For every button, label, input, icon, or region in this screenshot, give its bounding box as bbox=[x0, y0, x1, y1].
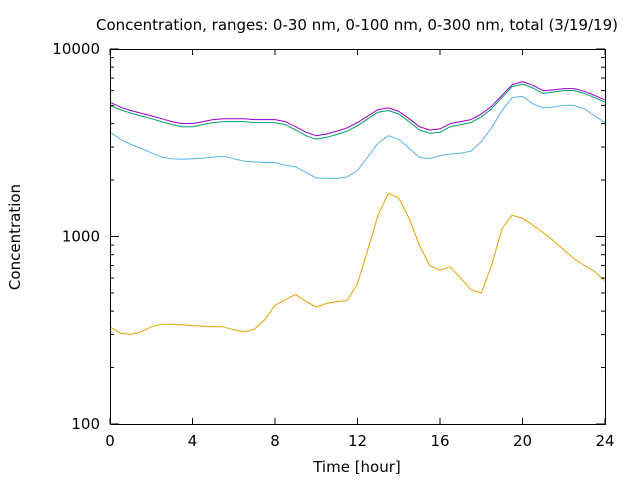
y-tick-label: 1000 bbox=[62, 228, 100, 246]
series-line-3 bbox=[109, 81, 606, 137]
y-axis-label: Concentration bbox=[6, 184, 24, 290]
x-tick-label: 12 bbox=[348, 432, 367, 450]
x-tick-label: 20 bbox=[513, 432, 532, 450]
series-line-1 bbox=[109, 95, 606, 179]
y-tick-label: 10000 bbox=[52, 40, 100, 58]
chart-title: Concentration, ranges: 0-30 nm, 0-100 nm… bbox=[96, 16, 618, 34]
x-axis-label: Time [hour] bbox=[312, 458, 401, 476]
x-tick-label: 24 bbox=[595, 432, 614, 450]
y-tick-label: 100 bbox=[71, 415, 100, 433]
x-tick-label: 8 bbox=[270, 432, 280, 450]
plot-frame bbox=[110, 49, 606, 425]
x-tick-label: 4 bbox=[188, 432, 198, 450]
series-layer bbox=[109, 81, 606, 335]
x-tick-label: 16 bbox=[430, 432, 449, 450]
series-line-2 bbox=[109, 83, 606, 140]
x-tick-label: 0 bbox=[105, 432, 115, 450]
series-line-0 bbox=[109, 192, 606, 335]
